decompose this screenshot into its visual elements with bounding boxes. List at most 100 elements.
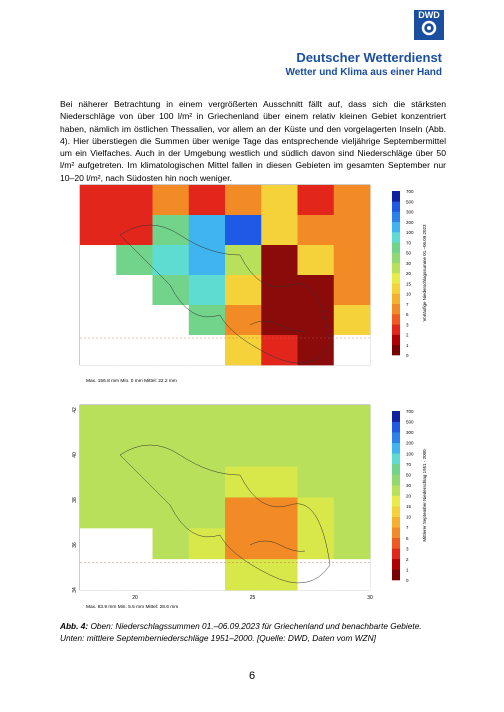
map-stats: Max. 156.8 mm Min. 0 mm Mittel: 22.2 mm (86, 378, 177, 384)
map-cell (188, 528, 226, 560)
colorbar-label: 30 (406, 483, 412, 488)
map-cell (152, 435, 190, 467)
map-cell (188, 435, 226, 467)
colorbar-segment (392, 303, 400, 315)
colorbar-label: 700 (406, 409, 414, 414)
y-tick-label: 42 (72, 407, 78, 413)
colorbar-segment (392, 537, 400, 549)
colorbar-label: 0 (406, 353, 409, 358)
x-tick-label: 30 (367, 595, 373, 601)
map-cell (297, 305, 335, 336)
map-cell (333, 405, 371, 437)
colorbar-label: 200 (406, 220, 414, 225)
colorbar-label: 70 (406, 462, 412, 467)
map-cell (152, 185, 190, 216)
colorbar-label: 5 (406, 312, 409, 317)
map-cell (188, 497, 226, 529)
colorbar-label: 1 (406, 343, 409, 348)
slogan: Wetter und Klima aus einer Hand (285, 67, 442, 78)
map-cell (116, 435, 153, 467)
map-cell (116, 466, 153, 498)
map-cell (225, 275, 262, 306)
caption-text: Oben: Niederschlagssummen 01.–06.09.2023… (60, 621, 422, 643)
map-cell (152, 528, 190, 560)
colorbar-label: 70 (406, 240, 412, 245)
map-cell (225, 215, 262, 246)
map-cell (261, 275, 298, 306)
colorbar-segment (392, 324, 400, 335)
map-cell (80, 275, 117, 306)
map-cell (152, 405, 190, 437)
colorbar-label: 2 (406, 557, 409, 562)
colorbar-label: 7 (406, 525, 409, 530)
map-cell (225, 559, 262, 591)
map-cell (116, 335, 153, 366)
map-cell (116, 305, 153, 336)
colorbar-segment (392, 484, 400, 496)
map-cell (80, 497, 117, 529)
logo-swirl (421, 20, 437, 36)
map-cell (80, 305, 117, 336)
map-cell (152, 335, 190, 366)
map-cell (188, 245, 226, 276)
colorbar-segment (392, 191, 400, 202)
map-cell (333, 435, 371, 467)
map-cell (188, 335, 226, 366)
colorbar-title: Vorläufige Niederschlagssumme 01.–06.09.… (422, 224, 427, 322)
map-cell (116, 405, 153, 437)
map-cell (333, 335, 371, 366)
map-cell (261, 185, 298, 216)
colorbar-segment (392, 334, 400, 346)
colorbar-label: 50 (406, 472, 412, 477)
map-cell (261, 466, 298, 498)
map-cell (152, 466, 190, 498)
y-tick-label: 34 (72, 587, 78, 593)
map-cell (80, 405, 117, 437)
colorbar-segment (392, 411, 400, 422)
y-tick-label: 36 (72, 542, 78, 548)
colorbar-label: 700 (406, 189, 414, 194)
map-cell (188, 215, 226, 246)
colorbar-label: 1 (406, 567, 409, 572)
map-cell (116, 275, 153, 306)
colorbar-segment (392, 232, 400, 243)
colorbar-title: Mittlerer September Niederschlag 1951 - … (422, 449, 427, 542)
map-cell (225, 435, 262, 467)
map-cell (225, 466, 262, 498)
map-cell (261, 528, 298, 560)
map-cell (333, 528, 371, 560)
map-cell (80, 215, 117, 246)
map-cell (333, 559, 371, 591)
map-cell (152, 215, 190, 246)
map-cell (261, 435, 298, 467)
colorbar-label: 100 (406, 451, 414, 456)
map-cell (152, 305, 190, 336)
caption-label: Abb. 4: (60, 621, 89, 631)
colorbar-segment (392, 474, 400, 486)
map-cell (261, 335, 298, 366)
map-cell (116, 528, 153, 560)
colorbar-segment (392, 442, 400, 454)
colorbar-segment (392, 344, 400, 356)
map-cell (152, 559, 190, 591)
colorbar-segment (392, 558, 400, 570)
figures: 700500300200100705030201510753210Vorläuf… (72, 184, 427, 610)
map-cell (225, 305, 262, 336)
map-cell (261, 405, 298, 437)
map-cell (225, 185, 262, 216)
colorbar-segment (392, 569, 400, 581)
colorbar-label: 3 (406, 322, 409, 327)
colorbar-segment (392, 527, 400, 539)
colorbar-label: 500 (406, 420, 414, 425)
colorbar-segment (392, 314, 400, 325)
colorbar-label: 10 (406, 292, 412, 297)
map-cell (80, 528, 117, 560)
map-cell (297, 335, 335, 366)
map-cell (333, 497, 371, 529)
map-cell (297, 405, 335, 437)
colorbar-label: 15 (406, 504, 412, 509)
map-cell (152, 245, 190, 276)
x-tick-label: 25 (250, 595, 256, 601)
map-stats: Max. 83.9 mm Min. 5.5 mm Mittel: 28.6 mm (86, 604, 178, 610)
map-cell (333, 275, 371, 306)
